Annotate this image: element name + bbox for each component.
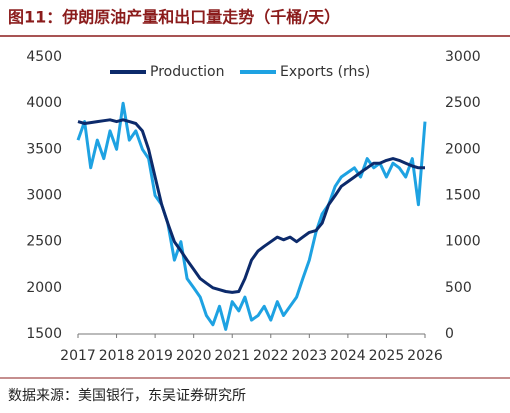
y-tick-label: 1500 [26,326,62,342]
source: 数据来源：美国银行，东吴证券研究所 [8,388,246,404]
y-tick-label: 4500 [26,49,62,65]
x-tick-label: 2025 [369,348,405,364]
y2-tick-label: 0 [445,326,454,342]
y-tick-label: 4000 [26,95,62,111]
y2-tick-label: 500 [445,280,472,296]
series-line [77,118,425,294]
y-tick-label: 2500 [26,234,62,250]
legend-label: Exports (rhs) [280,64,370,80]
x-tick-label: 2018 [99,348,135,364]
x-tick-label: 2019 [137,348,173,364]
y2-tick-label: 1500 [445,188,481,204]
x-tick-label: 2020 [176,348,212,364]
x-tick-label: 2023 [292,348,328,364]
y2-tick-label: 1000 [445,234,481,250]
y-tick-label: 2000 [26,280,62,296]
x-tick-label: 2017 [60,348,96,364]
y-tick-label: 3000 [26,188,62,204]
legend-label: Production [150,64,224,80]
x-tick-label: 2026 [407,348,443,364]
chart-title: 图11：伊朗原油产量和出口量走势（千桶/天） [8,8,340,27]
x-tick-label: 2022 [253,348,289,364]
y2-tick-label: 2000 [445,141,481,157]
x-tick-label: 2021 [214,348,250,364]
series-line [76,101,427,331]
y2-tick-label: 3000 [445,49,481,65]
y2-tick-label: 2500 [445,95,481,111]
x-tick-label: 2024 [330,348,366,364]
y-tick-label: 3500 [26,141,62,157]
